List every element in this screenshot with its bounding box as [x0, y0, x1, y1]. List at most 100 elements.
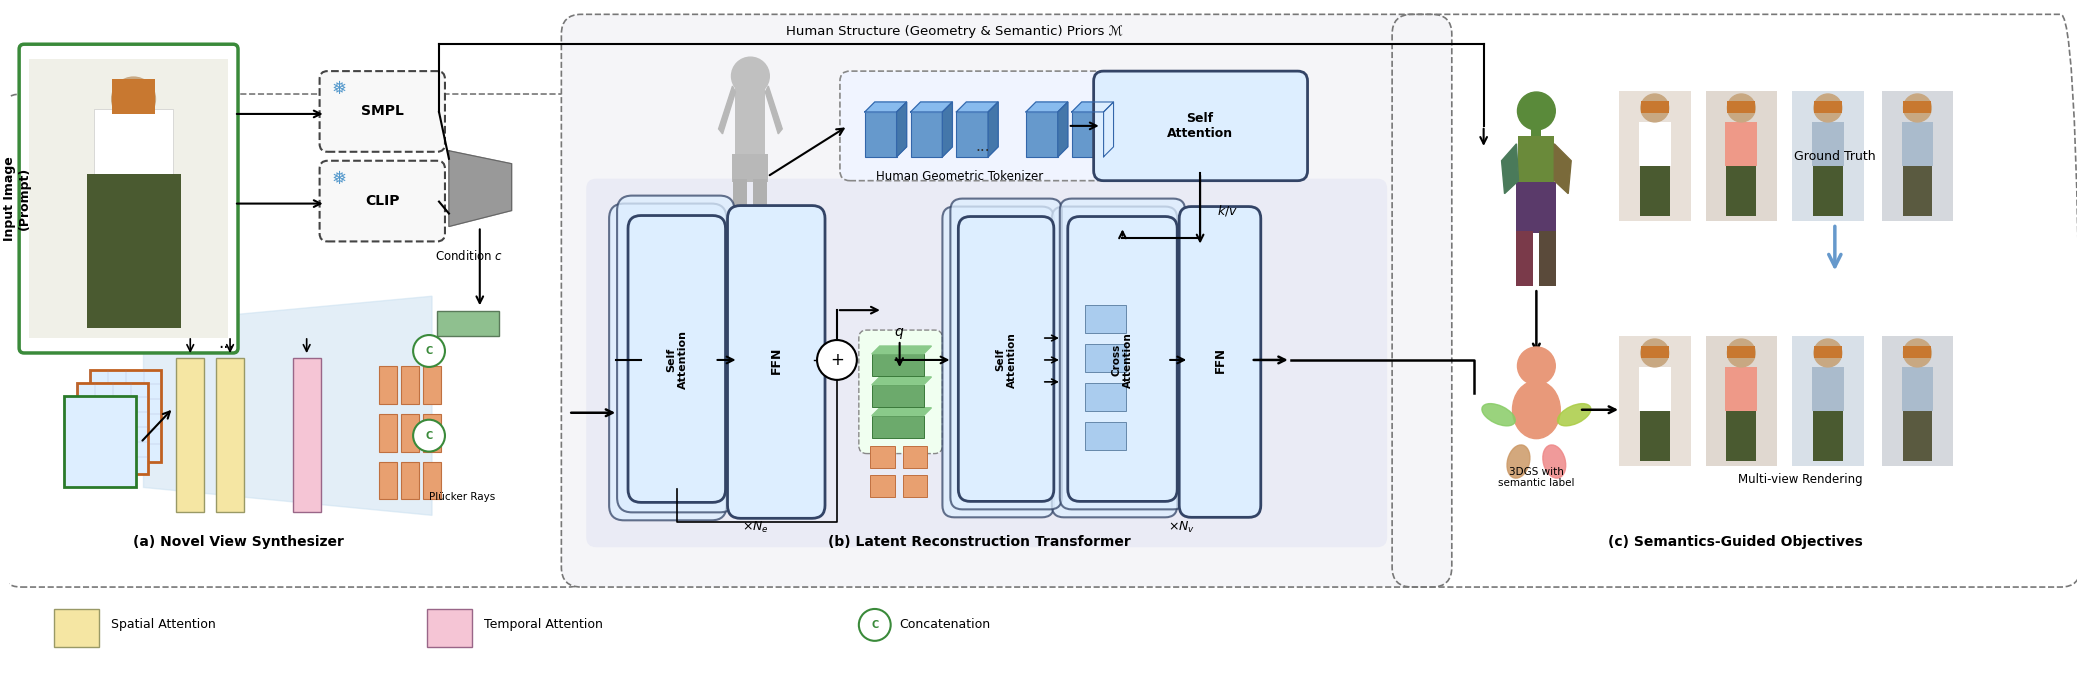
- Polygon shape: [765, 86, 781, 134]
- Circle shape: [1814, 339, 1841, 367]
- Bar: [1642, 346, 1669, 358]
- FancyBboxPatch shape: [840, 71, 1178, 181]
- Bar: [910, 112, 943, 157]
- FancyBboxPatch shape: [628, 216, 725, 503]
- Bar: [1085, 383, 1126, 410]
- Bar: [1881, 336, 1953, 466]
- Bar: [1791, 336, 1864, 466]
- Bar: [401, 366, 420, 403]
- Text: Self
Attention: Self Attention: [1168, 112, 1232, 140]
- Bar: [1642, 101, 1669, 113]
- Bar: [864, 112, 896, 157]
- Text: ...: ...: [218, 334, 235, 352]
- Bar: [1903, 346, 1930, 358]
- Text: $k/v$: $k/v$: [1218, 203, 1238, 218]
- Bar: [1814, 101, 1841, 113]
- Bar: [64, 396, 135, 487]
- Bar: [1812, 148, 1843, 216]
- Polygon shape: [449, 151, 511, 226]
- Text: SMPL: SMPL: [362, 104, 403, 118]
- Bar: [77, 383, 148, 475]
- Bar: [1727, 101, 1756, 113]
- Text: Plücker Rays: Plücker Rays: [428, 492, 495, 503]
- Ellipse shape: [1513, 381, 1561, 438]
- Polygon shape: [1502, 144, 1519, 193]
- FancyBboxPatch shape: [943, 207, 1054, 517]
- Bar: [29, 59, 229, 338]
- Ellipse shape: [1558, 403, 1592, 426]
- Text: Condition $c$: Condition $c$: [434, 249, 503, 263]
- Polygon shape: [873, 408, 931, 416]
- Text: FFN: FFN: [1214, 347, 1226, 373]
- FancyBboxPatch shape: [617, 195, 734, 512]
- Circle shape: [731, 57, 769, 95]
- Bar: [1727, 148, 1756, 216]
- Polygon shape: [1058, 102, 1068, 157]
- Bar: [112, 79, 156, 114]
- Bar: [1881, 91, 1953, 221]
- Bar: [380, 414, 397, 452]
- Bar: [873, 354, 923, 376]
- Text: (c) Semantics-Guided Objectives: (c) Semantics-Guided Objectives: [1608, 535, 1862, 549]
- Polygon shape: [143, 296, 432, 515]
- FancyBboxPatch shape: [320, 161, 445, 242]
- FancyBboxPatch shape: [609, 204, 727, 520]
- Bar: [1619, 336, 1691, 466]
- Bar: [731, 154, 769, 181]
- Circle shape: [1642, 94, 1669, 122]
- Polygon shape: [873, 346, 931, 354]
- Ellipse shape: [1542, 445, 1565, 478]
- Ellipse shape: [1482, 403, 1515, 426]
- Bar: [1727, 393, 1756, 461]
- Circle shape: [858, 609, 891, 641]
- Bar: [956, 112, 989, 157]
- Bar: [1085, 344, 1126, 372]
- Text: CLIP: CLIP: [366, 193, 399, 207]
- Text: C: C: [871, 620, 879, 630]
- Bar: [1619, 91, 1691, 221]
- Bar: [1072, 112, 1103, 157]
- FancyBboxPatch shape: [586, 179, 1388, 547]
- Bar: [424, 461, 441, 499]
- Bar: [1640, 148, 1671, 216]
- Bar: [1640, 122, 1671, 166]
- Polygon shape: [1072, 102, 1114, 112]
- Bar: [54, 609, 100, 647]
- Circle shape: [414, 419, 445, 452]
- Text: FFN: FFN: [769, 346, 783, 373]
- Circle shape: [112, 77, 156, 121]
- Bar: [401, 461, 420, 499]
- Text: C: C: [426, 346, 432, 356]
- Bar: [902, 475, 927, 498]
- Bar: [1725, 367, 1758, 411]
- Text: Human Geometric Tokenizer: Human Geometric Tokenizer: [875, 170, 1043, 183]
- Circle shape: [1517, 347, 1554, 385]
- Bar: [734, 179, 748, 211]
- Bar: [89, 370, 162, 461]
- Text: +: +: [829, 351, 844, 369]
- Bar: [1085, 305, 1126, 333]
- Text: $\times N_e$: $\times N_e$: [742, 520, 769, 535]
- Bar: [1903, 393, 1933, 461]
- Circle shape: [1642, 339, 1669, 367]
- FancyBboxPatch shape: [858, 330, 943, 454]
- Bar: [177, 358, 204, 512]
- Bar: [871, 445, 896, 468]
- FancyBboxPatch shape: [1060, 199, 1184, 510]
- Bar: [1517, 181, 1556, 233]
- Bar: [94, 109, 172, 179]
- Bar: [1725, 122, 1758, 166]
- FancyBboxPatch shape: [958, 216, 1054, 501]
- Circle shape: [1727, 339, 1756, 367]
- FancyBboxPatch shape: [1178, 207, 1261, 517]
- Polygon shape: [1103, 102, 1114, 157]
- Text: $q$: $q$: [894, 325, 904, 341]
- Text: 3DGS with
semantic label: 3DGS with semantic label: [1498, 467, 1575, 489]
- Bar: [902, 445, 927, 468]
- FancyBboxPatch shape: [320, 71, 445, 151]
- Bar: [293, 358, 320, 512]
- Text: C: C: [426, 431, 432, 440]
- Polygon shape: [910, 102, 952, 112]
- Text: Multi-view Rendering: Multi-view Rendering: [1737, 473, 1862, 486]
- Bar: [1812, 393, 1843, 461]
